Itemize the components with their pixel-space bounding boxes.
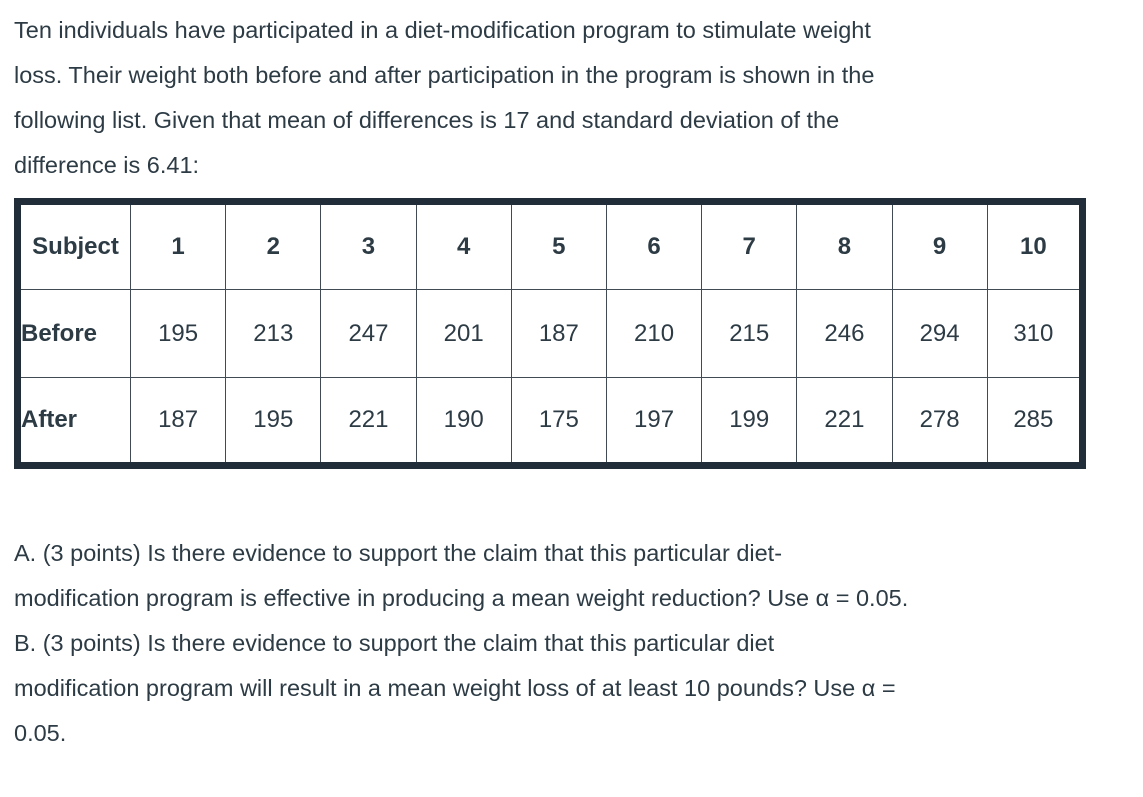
table-header-cell: 1 xyxy=(129,201,227,290)
question-line: modification program will result in a me… xyxy=(14,675,896,701)
table-header-cell: 5 xyxy=(510,201,607,290)
intro-line: difference is 6.41: xyxy=(14,152,200,178)
table-header-cell: 6 xyxy=(605,201,703,290)
table-row-after: After 187 195 221 190 175 197 199 221 27… xyxy=(17,377,1084,466)
table-cell: 195 xyxy=(129,289,227,378)
question-page: Ten individuals have participated in a d… xyxy=(14,8,1137,756)
table-cell: 247 xyxy=(320,289,417,378)
table-cell: 221 xyxy=(796,377,893,466)
questions-paragraph: A. (3 points) Is there evidence to suppo… xyxy=(14,531,1137,756)
table-cell: 187 xyxy=(129,377,227,466)
table-cell: 294 xyxy=(891,289,988,378)
table-header-subject: Subject xyxy=(17,201,131,290)
table-cell: 195 xyxy=(225,377,322,466)
table-cell: 190 xyxy=(415,377,512,466)
table-cell: 246 xyxy=(796,289,893,378)
table-header-cell: 10 xyxy=(986,201,1084,290)
table-cell: 285 xyxy=(986,377,1084,466)
table-header-row: Subject 1 2 3 4 5 6 7 8 9 10 xyxy=(17,201,1084,290)
intro-line: following list. Given that mean of diffe… xyxy=(14,107,840,133)
question-line: 0.05. xyxy=(14,720,67,746)
table-header-cell: 8 xyxy=(796,201,893,290)
intro-paragraph: Ten individuals have participated in a d… xyxy=(14,8,1137,188)
row-label-after: After xyxy=(17,377,131,466)
intro-line: Ten individuals have participated in a d… xyxy=(14,17,871,43)
weights-table: Subject 1 2 3 4 5 6 7 8 9 10 Before 195 … xyxy=(14,198,1086,469)
table-cell: 199 xyxy=(701,377,798,466)
table-cell: 197 xyxy=(605,377,703,466)
table-header-cell: 2 xyxy=(225,201,322,290)
question-line: B. (3 points) Is there evidence to suppo… xyxy=(14,630,775,656)
table-header-cell: 7 xyxy=(701,201,798,290)
table-cell: 215 xyxy=(701,289,798,378)
table-cell: 278 xyxy=(891,377,988,466)
question-line: A. (3 points) Is there evidence to suppo… xyxy=(14,540,783,566)
table-header-cell: 4 xyxy=(415,201,512,290)
table-cell: 210 xyxy=(605,289,703,378)
table-cell: 187 xyxy=(510,289,607,378)
table-cell: 201 xyxy=(415,289,512,378)
intro-line: loss. Their weight both before and after… xyxy=(14,62,875,88)
table-cell: 221 xyxy=(320,377,417,466)
table-cell: 310 xyxy=(986,289,1084,378)
table-row-before: Before 195 213 247 201 187 210 215 246 2… xyxy=(17,289,1084,378)
table-header-cell: 9 xyxy=(891,201,988,290)
row-label-before: Before xyxy=(17,289,131,378)
table-cell: 213 xyxy=(225,289,322,378)
question-line: modification program is effective in pro… xyxy=(14,585,909,611)
table-cell: 175 xyxy=(510,377,607,466)
table-header-cell: 3 xyxy=(320,201,417,290)
